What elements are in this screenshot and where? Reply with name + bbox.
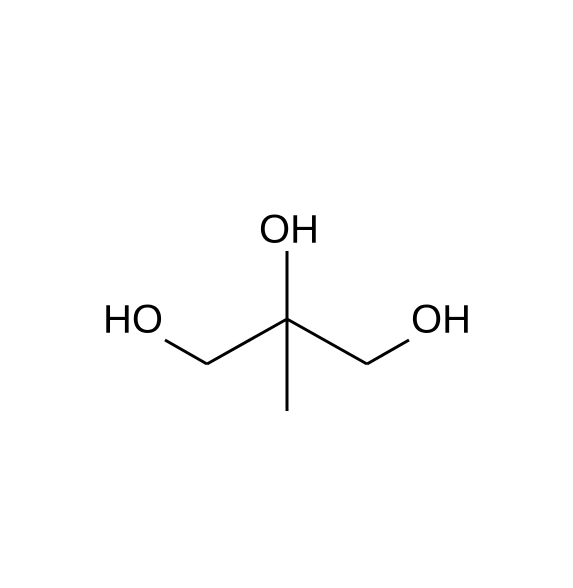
- bond-1: [287, 319, 367, 364]
- atom-label-right: OH: [411, 298, 471, 342]
- hetero-bond-1: [165, 340, 207, 364]
- atom-label-left: HO: [103, 298, 163, 342]
- molecule-diagram: OH HO OH: [0, 0, 573, 588]
- bond-0: [207, 319, 287, 364]
- atom-label-top: OH: [259, 208, 319, 252]
- hetero-bond-2: [367, 340, 409, 364]
